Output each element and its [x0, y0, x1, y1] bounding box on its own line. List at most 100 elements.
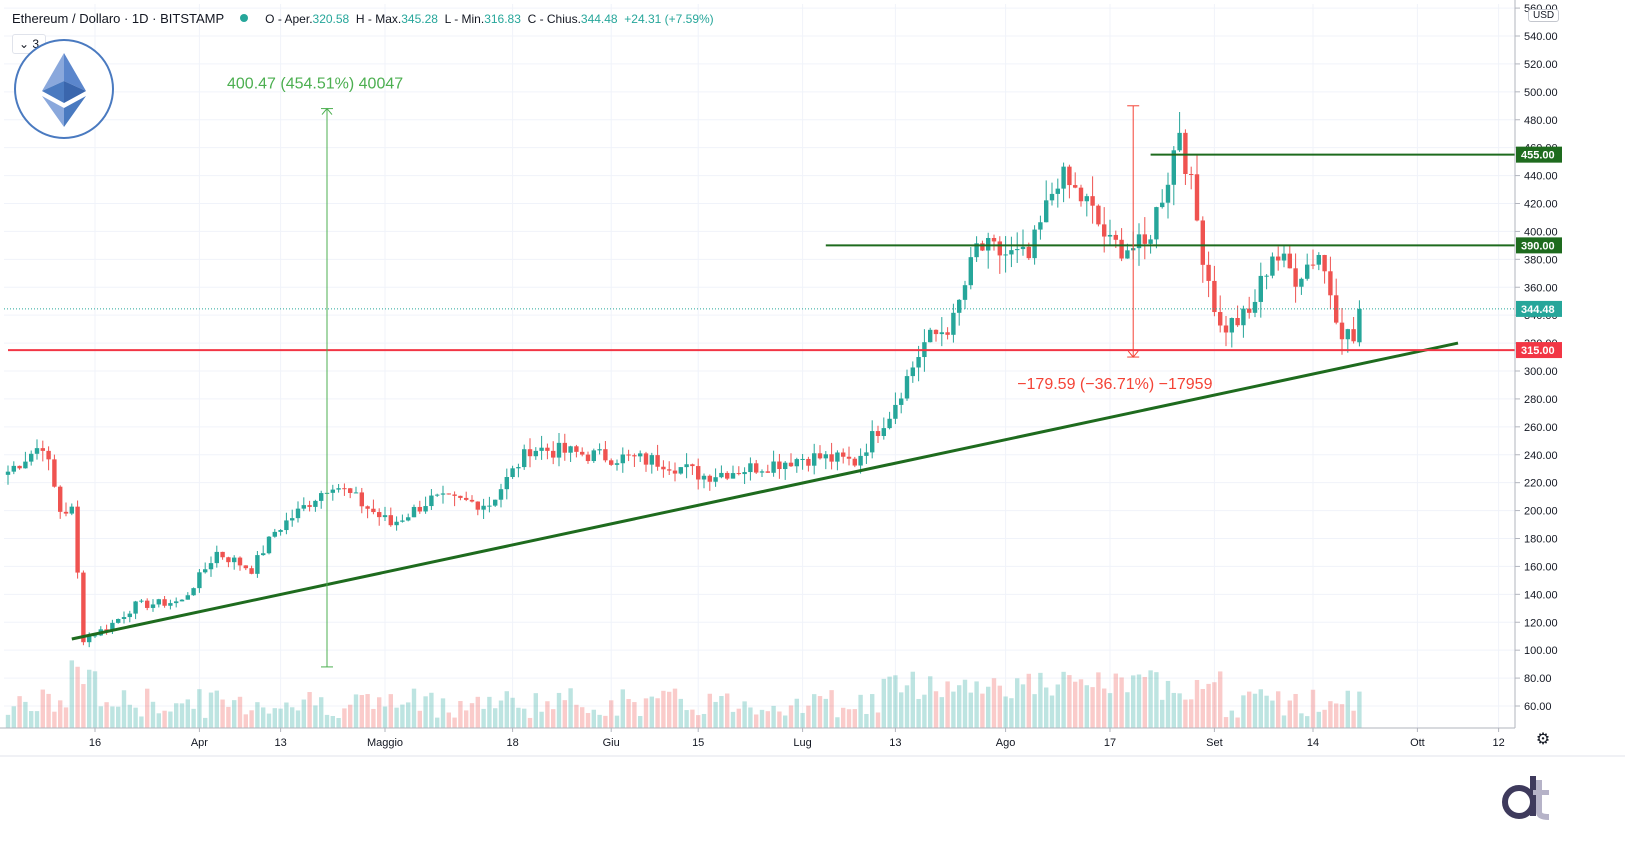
candle[interactable] [881, 417, 886, 440]
candle[interactable] [243, 565, 248, 571]
candle[interactable] [423, 496, 428, 514]
candle[interactable] [116, 618, 121, 624]
symbol-title[interactable]: Ethereum / Dollaro · 1D · BITSTAMP [12, 11, 224, 26]
candle[interactable] [400, 514, 405, 523]
candle[interactable] [736, 466, 741, 476]
candle[interactable] [957, 299, 962, 326]
candle[interactable] [139, 599, 144, 604]
candle[interactable] [249, 565, 254, 575]
candle[interactable] [991, 234, 997, 251]
candle[interactable] [597, 443, 602, 455]
candle[interactable] [29, 450, 34, 466]
candle[interactable] [626, 449, 631, 462]
candle[interactable] [481, 498, 486, 519]
candle[interactable] [556, 433, 562, 467]
candle[interactable] [226, 556, 231, 568]
candle[interactable] [574, 444, 579, 458]
candle[interactable] [962, 280, 968, 310]
candle[interactable] [208, 556, 214, 577]
candle[interactable] [986, 232, 991, 269]
candle[interactable] [806, 456, 811, 472]
candle[interactable] [777, 453, 782, 479]
candle[interactable] [719, 465, 724, 479]
candle[interactable] [522, 444, 527, 470]
candle[interactable] [1258, 262, 1263, 318]
candle[interactable] [1154, 206, 1159, 249]
candle[interactable] [5, 465, 11, 485]
candle[interactable] [614, 459, 620, 471]
candle[interactable] [1055, 178, 1060, 208]
candle[interactable] [1073, 172, 1078, 189]
candle[interactable] [933, 329, 939, 342]
candle[interactable] [1200, 216, 1205, 283]
candle[interactable] [493, 499, 498, 507]
candle[interactable] [319, 490, 324, 509]
candle[interactable] [754, 459, 759, 474]
candle[interactable] [429, 489, 434, 510]
candle[interactable] [1165, 172, 1171, 219]
candle[interactable] [1084, 193, 1089, 217]
candle[interactable] [759, 469, 765, 478]
candle[interactable] [1357, 300, 1362, 347]
candle[interactable] [632, 453, 637, 467]
candle[interactable] [498, 483, 504, 508]
candle[interactable] [1160, 189, 1165, 209]
candle[interactable] [655, 444, 660, 471]
candle[interactable] [464, 491, 469, 502]
candle[interactable] [1171, 146, 1176, 206]
candle[interactable] [174, 597, 179, 608]
gear-icon[interactable]: ⚙ [1535, 731, 1551, 748]
candle[interactable] [34, 439, 40, 460]
candle[interactable] [945, 327, 950, 340]
candle[interactable] [1044, 180, 1049, 223]
candle[interactable] [1229, 317, 1234, 348]
candle[interactable] [1351, 317, 1356, 344]
candle[interactable] [643, 451, 649, 472]
candle[interactable] [817, 445, 823, 460]
ascending-trendline[interactable] [71, 341, 1459, 641]
candle[interactable] [330, 484, 335, 501]
candle[interactable] [701, 473, 707, 489]
candle[interactable] [162, 595, 167, 608]
candle[interactable] [1218, 295, 1223, 333]
candle[interactable] [684, 453, 689, 479]
candle[interactable] [1339, 307, 1345, 355]
candle[interactable] [127, 610, 132, 623]
candle[interactable] [591, 448, 596, 463]
candle[interactable] [899, 392, 904, 414]
candle[interactable] [290, 509, 295, 527]
candle[interactable] [638, 450, 643, 462]
candle[interactable] [487, 496, 492, 513]
candle[interactable] [794, 457, 799, 473]
candle[interactable] [307, 500, 312, 512]
candle[interactable] [63, 502, 69, 517]
candle[interactable] [1194, 155, 1200, 222]
candle[interactable] [649, 452, 654, 474]
candle[interactable] [435, 493, 440, 497]
candle[interactable] [829, 442, 834, 470]
candle[interactable] [469, 495, 475, 503]
candle[interactable] [939, 317, 944, 347]
candle[interactable] [533, 447, 538, 460]
candle[interactable] [539, 435, 544, 460]
candle[interactable] [342, 483, 347, 496]
candle[interactable] [1247, 296, 1252, 319]
candle[interactable] [1061, 162, 1066, 203]
candle[interactable] [910, 361, 915, 383]
candle[interactable] [568, 445, 573, 462]
candle[interactable] [1148, 234, 1153, 254]
measure-up[interactable]: 400.47 (454.51%) 40047 [227, 76, 403, 668]
candle[interactable] [1310, 249, 1316, 270]
candle[interactable] [1223, 316, 1229, 347]
candle[interactable] [1189, 166, 1194, 190]
candle[interactable] [353, 486, 359, 494]
candle[interactable] [667, 461, 672, 476]
candle[interactable] [864, 443, 869, 464]
candle[interactable] [1276, 246, 1281, 271]
candle[interactable] [150, 599, 156, 612]
candle[interactable] [527, 438, 533, 468]
candle[interactable] [730, 465, 736, 479]
candle[interactable] [58, 485, 63, 519]
candle[interactable] [1142, 217, 1147, 260]
